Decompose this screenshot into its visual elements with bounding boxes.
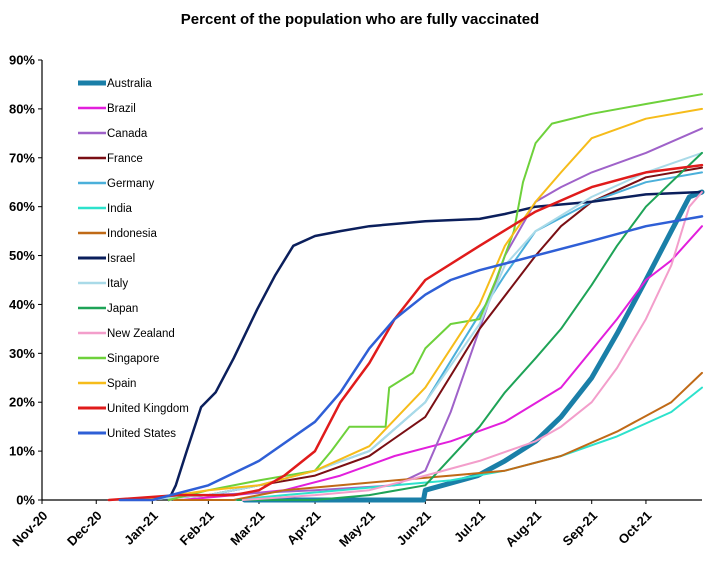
x-tick-label: Dec-20 [64,508,105,549]
y-tick-label: 90% [9,53,35,68]
y-tick-label: 50% [9,248,35,263]
series-line-japan [236,151,703,501]
legend-label: Japan [107,303,138,315]
x-tick-label: Mar-21 [227,508,267,548]
y-tick-label: 0% [16,493,35,508]
legend-label: Indonesia [107,228,157,240]
x-tick-label: Jan-21 [121,508,161,548]
legend-label: Singapore [107,353,159,365]
x-tick-label: Sep-21 [559,508,600,549]
legend-label: United States [107,428,176,440]
series-line-united-kingdom [107,163,704,502]
x-tick-label: Nov-20 [9,508,50,549]
y-tick-label: 20% [9,395,35,410]
series-line-united-states [118,215,704,502]
legend-label: Brazil [107,103,136,115]
x-tick-label: Aug-21 [502,508,544,550]
series-line-spain [142,107,703,501]
x-tick-label: Apr-21 [284,508,324,548]
legend-label: Italy [107,278,128,290]
x-tick-label: Jun-21 [394,508,434,548]
legend: Australia Brazil Canada France Germany India I… [78,78,189,440]
y-tick-label: 30% [9,346,35,361]
y-tick-label: 70% [9,150,35,165]
legend-label: Israel [107,253,135,265]
series-line-canada [118,127,703,501]
series-line-australia [242,189,705,503]
series-line-israel [167,190,704,502]
x-tick-label: Jul-21 [451,508,488,545]
plot-area [107,93,705,503]
x-tick-label: May-21 [336,508,378,550]
legend-label: Canada [107,128,148,140]
legend-label: Spain [107,378,136,390]
legend-label: New Zealand [107,328,175,340]
legend-label: Germany [107,178,155,190]
series-line-india [178,386,703,501]
series-line-new-zealand [241,191,703,501]
x-tick-label: Feb-21 [177,508,217,548]
legend-label: India [107,203,133,215]
y-tick-label: 40% [9,297,35,312]
y-tick-label: 10% [9,444,35,459]
chart-title: Percent of the population who are fully … [181,11,539,28]
series-line-singapore [167,93,703,501]
legend-label: France [107,153,143,165]
legend-label: Australia [107,78,152,90]
y-tick-label: 80% [9,101,35,116]
series-line-indonesia [173,371,703,501]
y-tick-label: 60% [9,199,35,214]
legend-label: United Kingdom [107,403,189,415]
x-tick-label: Oct-21 [615,508,654,547]
